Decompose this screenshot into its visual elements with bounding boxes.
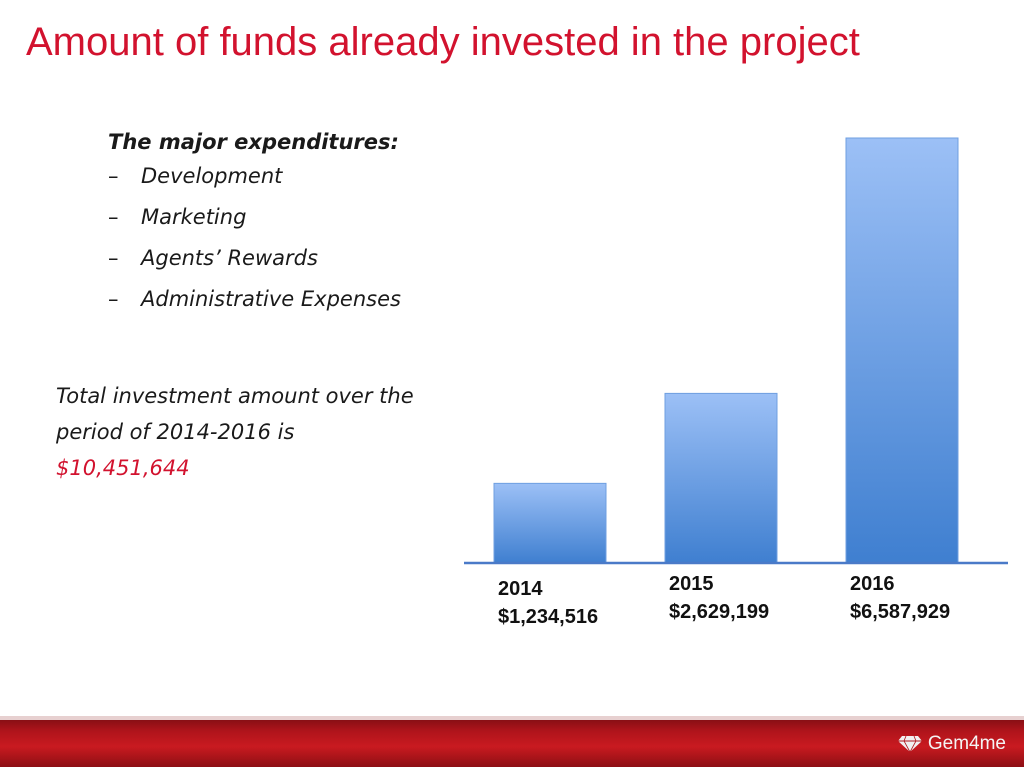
category-label: 2016 bbox=[850, 573, 895, 595]
bar-label-2014: 2014 $1,234,516 bbox=[498, 575, 598, 631]
list-item-label: Administrative Expenses bbox=[141, 287, 401, 311]
list-item: – Development bbox=[108, 164, 401, 205]
brand-name: Gem4me bbox=[927, 733, 1006, 754]
value-label: $1,234,516 bbox=[498, 606, 599, 628]
bar-2014 bbox=[493, 482, 607, 564]
dash: – bbox=[108, 205, 119, 229]
bar-chart-svg bbox=[464, 137, 1008, 565]
bar-2016 bbox=[845, 137, 959, 564]
gem-icon bbox=[897, 735, 922, 753]
brand-logo: Gem4me bbox=[897, 733, 1006, 755]
list-item-label: Agents’ Rewards bbox=[141, 246, 318, 270]
list-item: – Agents’ Rewards bbox=[108, 246, 401, 287]
value-label: $6,587,929 bbox=[850, 601, 951, 623]
total-text: Total investment amount over the period … bbox=[56, 384, 414, 444]
list-item: – Marketing bbox=[108, 205, 401, 246]
category-label: 2014 bbox=[498, 578, 543, 600]
list-item-label: Development bbox=[141, 164, 283, 188]
slide-title: Amount of funds already invested in the … bbox=[26, 20, 860, 64]
list-heading: The major expenditures: bbox=[108, 130, 399, 154]
bar-chart: 2014 $1,234,516 2015 $2,629,199 2016 $6,587,9… bbox=[462, 120, 1012, 640]
total-amount: $10,451,644 bbox=[56, 456, 190, 480]
footer-bar: Gem4me bbox=[0, 716, 1024, 767]
dash: – bbox=[108, 164, 119, 188]
bar-label-2016: 2016 $6,587,929 bbox=[850, 570, 950, 626]
dash: – bbox=[108, 246, 119, 270]
list-item-label: Marketing bbox=[141, 205, 247, 229]
bar-label-2015: 2015 $2,629,199 bbox=[669, 570, 769, 626]
list-item: – Administrative Expenses bbox=[108, 287, 401, 328]
total-investment-text: Total investment amount over the period … bbox=[56, 378, 456, 486]
bar-2015 bbox=[664, 392, 778, 564]
value-label: $2,629,199 bbox=[669, 601, 770, 623]
expenditure-list: The major expenditures: – Development – … bbox=[108, 130, 401, 328]
category-label: 2015 bbox=[669, 573, 714, 595]
dash: – bbox=[108, 287, 119, 311]
